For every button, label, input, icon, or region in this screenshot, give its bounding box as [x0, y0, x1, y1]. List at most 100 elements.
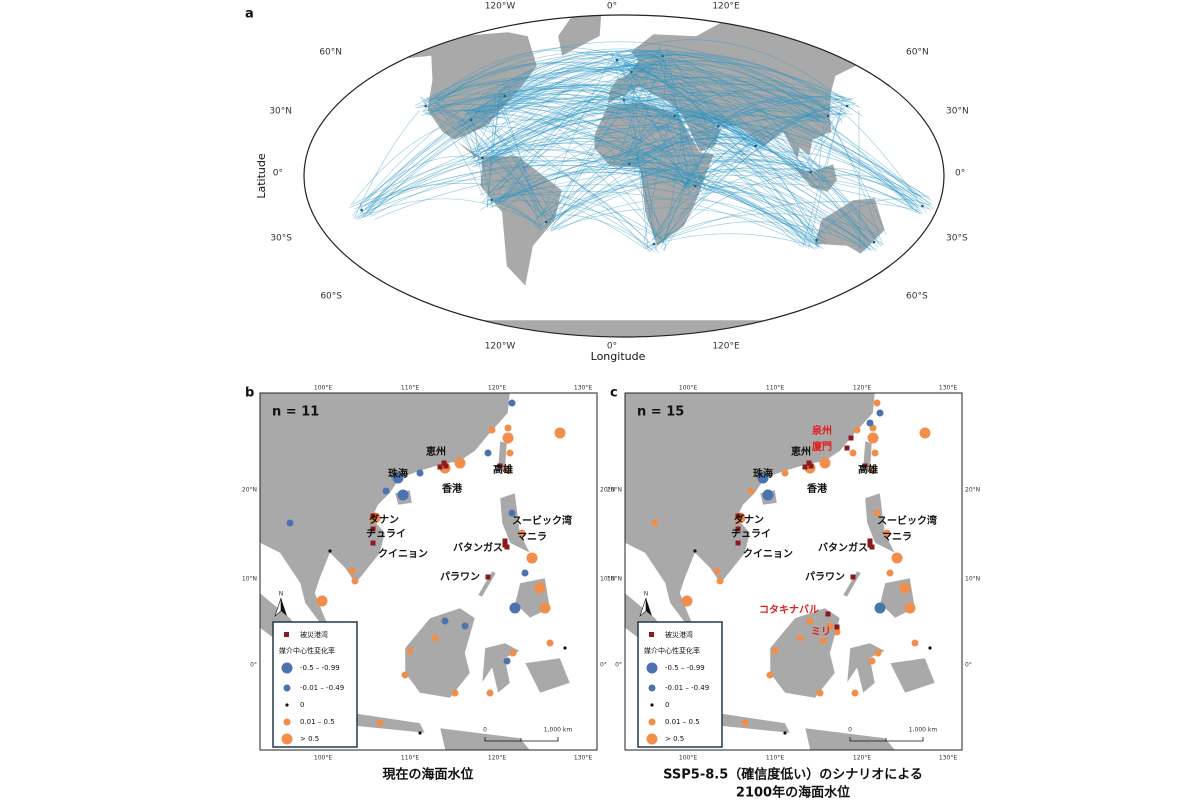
route [623, 59, 823, 240]
route [482, 193, 663, 240]
port-dot [876, 409, 884, 417]
port-dot [454, 457, 466, 469]
route [472, 126, 623, 166]
port-dot [554, 427, 566, 439]
route [617, 60, 664, 93]
port-dot [868, 466, 876, 474]
route [498, 199, 538, 225]
route [704, 109, 829, 194]
route [618, 54, 914, 208]
label: 130°E [574, 755, 592, 762]
route [628, 90, 806, 245]
route [616, 135, 822, 178]
route [557, 125, 670, 220]
port-dot [716, 577, 724, 585]
port-dot [868, 657, 876, 665]
route [631, 95, 851, 168]
route [654, 135, 722, 238]
route [666, 56, 718, 120]
route [711, 123, 766, 138]
route [614, 50, 707, 192]
label: -0.5 – -0.99 [300, 664, 340, 672]
damaged-port [735, 513, 741, 519]
port-dot [816, 689, 824, 697]
route [483, 99, 918, 205]
damaged-port [735, 540, 741, 546]
route [821, 180, 880, 246]
label: 0 [300, 701, 304, 709]
route [674, 108, 706, 189]
label: 0° [250, 662, 257, 669]
route [491, 89, 502, 154]
route [463, 102, 759, 149]
route [635, 171, 826, 235]
label: 0° [600, 662, 607, 669]
label: 0.01 – 0.5 [300, 718, 335, 726]
label: 120°E [488, 755, 506, 762]
route [500, 103, 666, 246]
route [616, 97, 799, 176]
label: 0° [615, 662, 622, 669]
port-dot [849, 449, 857, 457]
port-dot [904, 602, 916, 614]
label: チュライ [366, 528, 406, 540]
route [807, 162, 866, 242]
route [730, 130, 762, 145]
port-dot [826, 622, 834, 630]
label: c [610, 386, 618, 401]
route [638, 136, 813, 168]
route [614, 61, 760, 147]
route [488, 149, 688, 189]
label: 0 [848, 727, 852, 734]
route [683, 160, 803, 186]
route [688, 116, 826, 190]
damaged-port [370, 540, 376, 546]
route [369, 49, 669, 216]
label: a [245, 7, 254, 22]
route [464, 110, 470, 118]
route [364, 141, 874, 244]
route [488, 98, 625, 162]
route [670, 120, 748, 140]
route [502, 86, 688, 178]
route [675, 89, 839, 116]
route [513, 49, 816, 108]
port-dot [484, 449, 492, 457]
route [538, 53, 615, 227]
route [514, 82, 614, 96]
legend-dot [650, 703, 654, 707]
route [493, 99, 626, 167]
route [839, 108, 927, 214]
route [477, 98, 673, 153]
port [481, 156, 484, 160]
label: スービック湾 [512, 514, 572, 527]
route [482, 67, 843, 116]
route [631, 137, 806, 167]
route [466, 96, 761, 145]
label: -0.01 – -0.49 [300, 684, 344, 692]
legend-dot [285, 703, 289, 707]
damaged-port [443, 463, 449, 469]
port [845, 104, 849, 108]
route [557, 198, 811, 238]
port [826, 114, 830, 118]
route [499, 52, 672, 202]
route [434, 49, 628, 100]
route [426, 97, 440, 101]
route [496, 97, 803, 179]
route [631, 65, 710, 136]
land [477, 570, 497, 598]
label: 0 [665, 701, 669, 709]
label: 110°E [766, 385, 784, 392]
port-dot [328, 549, 332, 553]
route [475, 125, 542, 214]
port-dot [766, 671, 774, 679]
route [679, 121, 810, 244]
route [478, 111, 546, 214]
label: 0° [955, 169, 965, 179]
label: 120°W [485, 342, 516, 352]
damaged-port [441, 460, 447, 466]
route [420, 97, 484, 196]
port-dot [747, 487, 755, 495]
